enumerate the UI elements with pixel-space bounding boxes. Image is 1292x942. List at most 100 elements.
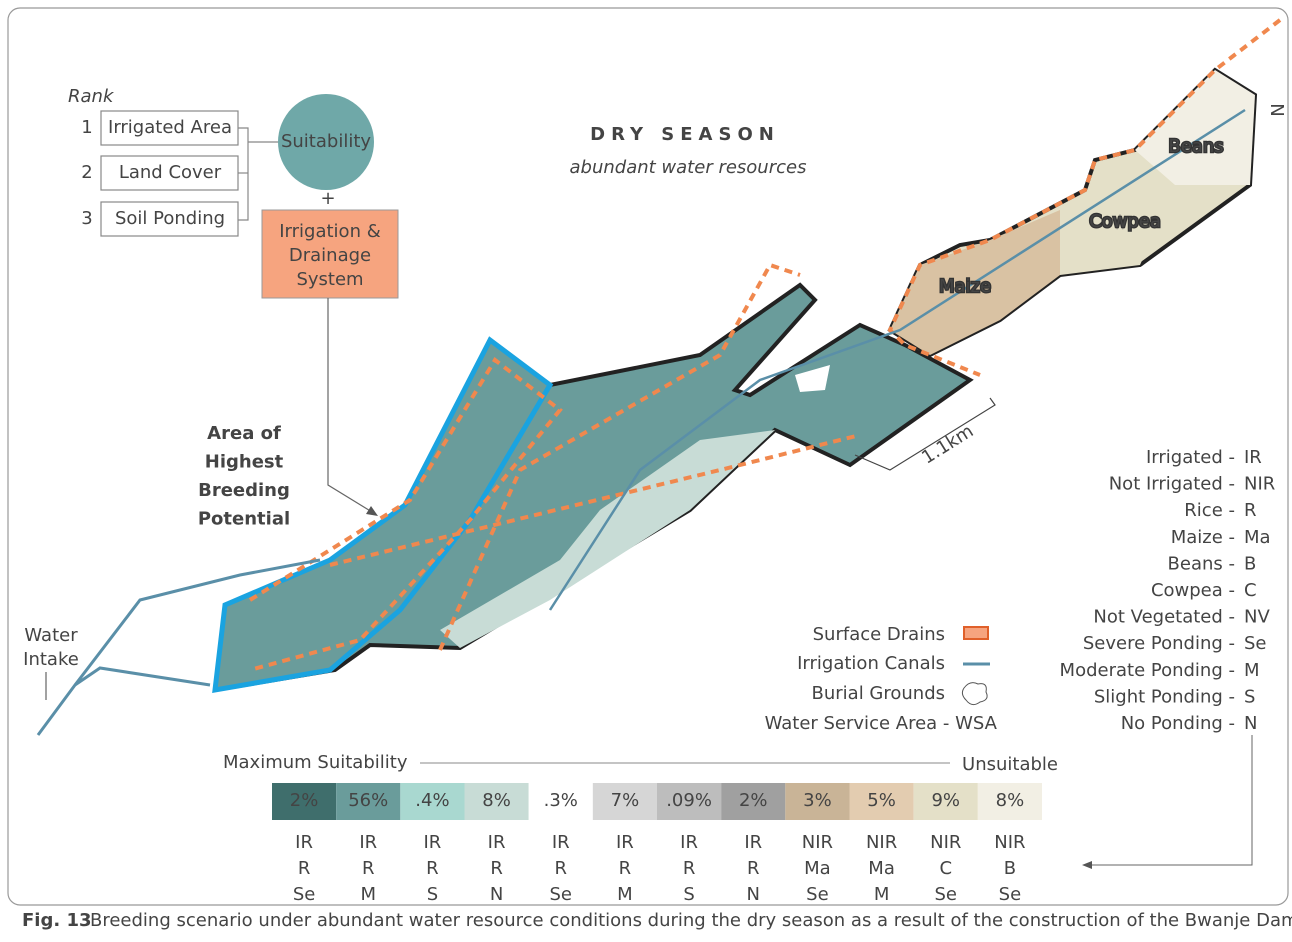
suitability-label: Suitability: [281, 131, 371, 152]
scale-cell: [464, 783, 529, 820]
legend-label: Surface Drains: [813, 624, 945, 645]
suitability-circle: [278, 94, 374, 190]
scale-code: IR: [744, 832, 762, 853]
abbr-code: C: [1244, 580, 1257, 601]
scale-code: R: [298, 858, 311, 879]
scale-left: Maximum Suitability: [223, 752, 408, 773]
scale-code: NIR: [866, 832, 897, 853]
drain-symbol: [963, 626, 989, 640]
caption-text: Breeding scenario under abundant water r…: [90, 910, 1292, 931]
crop-label: Cowpea: [1089, 211, 1161, 232]
scale-cell: [336, 783, 401, 820]
rank-heading: Rank: [68, 86, 115, 107]
abbr-code: M: [1244, 660, 1260, 681]
highlight-label: Area of: [207, 423, 281, 444]
subtitle: abundant water resources: [570, 157, 807, 178]
scale-code: Ma: [868, 858, 895, 879]
scale-share: 56%: [348, 790, 388, 811]
scale-code: B: [1004, 858, 1016, 879]
abbr-code: IR: [1244, 447, 1262, 468]
scale-code: IR: [616, 832, 634, 853]
abbr-label: Irrigated -: [1146, 447, 1235, 468]
scale-code: R: [362, 858, 375, 879]
overlay-line: System: [296, 269, 363, 290]
scale-code: R: [554, 858, 567, 879]
scale-code: Se: [935, 884, 958, 905]
intake-label: Intake: [23, 649, 79, 670]
scale-code: IR: [552, 832, 570, 853]
scale-code: Se: [550, 884, 573, 905]
scale-code: Ma: [804, 858, 831, 879]
abbr-label: Moderate Ponding -: [1060, 660, 1235, 681]
scale-share: .4%: [415, 790, 449, 811]
overlay-line: Irrigation &: [279, 221, 381, 242]
scale-cell: [913, 783, 978, 820]
scale-cell: [849, 783, 914, 820]
frame: [7, 7, 1289, 906]
highlight-label: Breeding: [198, 480, 290, 501]
scale-code: NIR: [994, 832, 1025, 853]
crop-label: Maize: [939, 276, 991, 297]
highlight-label: Potential: [198, 509, 290, 530]
abbr-code: NIR: [1244, 474, 1275, 495]
abbr-label: Severe Ponding -: [1083, 633, 1235, 654]
rank-number: 2: [81, 162, 92, 183]
scale-share: 2%: [739, 790, 768, 811]
highlight-label: Highest: [205, 452, 284, 473]
scale-cell: [528, 783, 593, 820]
rank-label: Land Cover: [119, 162, 222, 183]
abbr-label: Beans -: [1168, 553, 1235, 574]
scale-cell: [785, 783, 850, 820]
caption-label: Fig. 13: [22, 910, 92, 931]
scale-share: 8%: [482, 790, 511, 811]
legend-label: Water Service Area - WSA: [765, 713, 998, 734]
scale-code: M: [360, 884, 376, 905]
abbr-label: Not Irrigated -: [1109, 474, 1235, 495]
rank-label: Irrigated Area: [108, 117, 232, 138]
scale-code: M: [874, 884, 890, 905]
abbr-code: NV: [1244, 607, 1270, 628]
scale-code: IR: [295, 832, 313, 853]
overlay-line: Drainage: [289, 245, 371, 266]
scale-label: 1.1km: [918, 421, 977, 469]
scale-share: 7%: [611, 790, 640, 811]
scale-code: IR: [424, 832, 442, 853]
pointer: [327, 298, 373, 513]
scale-code: S: [427, 884, 438, 905]
scale-code: Se: [293, 884, 316, 905]
plus: +: [320, 188, 335, 209]
rank-boxes: [100, 110, 280, 237]
scale-cell: [592, 783, 657, 820]
abbr-label: No Ponding -: [1121, 713, 1235, 734]
scale-code: R: [490, 858, 503, 879]
title: DRY SEASON: [590, 124, 780, 145]
scale-code: R: [619, 858, 632, 879]
scale-code: NIR: [930, 832, 961, 853]
scale-code: Se: [999, 884, 1022, 905]
scale-cell: [657, 783, 722, 820]
arrowhead: [1082, 861, 1092, 869]
scale-code: R: [747, 858, 760, 879]
pointer: [1090, 735, 1253, 866]
map: [36, 18, 1282, 736]
abbr-label: Maize -: [1171, 527, 1235, 548]
scale-share: 2%: [290, 790, 319, 811]
north: N: [1266, 103, 1287, 116]
scale-share: 9%: [931, 790, 960, 811]
scale-code: NIR: [802, 832, 833, 853]
scale-cell: [721, 783, 786, 820]
scale-code: C: [939, 858, 952, 879]
abbr-label: Cowpea -: [1151, 580, 1235, 601]
scale-share: .09%: [666, 790, 712, 811]
scale-code: R: [426, 858, 439, 879]
abbr-code: Se: [1244, 633, 1267, 654]
legend-label: Burial Grounds: [812, 683, 946, 704]
scale-cell: [400, 783, 465, 820]
scale-share: 8%: [996, 790, 1025, 811]
scale-code: N: [747, 884, 760, 905]
abbr-code: R: [1244, 500, 1257, 521]
scale-code: M: [617, 884, 633, 905]
scale-code: IR: [359, 832, 377, 853]
abbr-code: Ma: [1244, 527, 1271, 548]
